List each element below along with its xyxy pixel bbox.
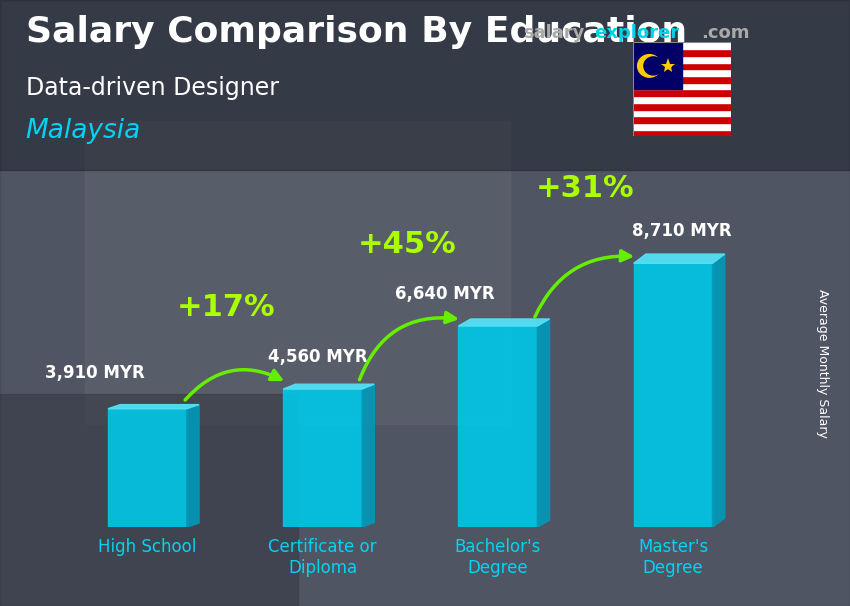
Bar <box>633 42 731 49</box>
Bar <box>633 110 731 116</box>
Bar <box>633 82 731 89</box>
Bar <box>633 130 731 136</box>
Text: Data-driven Designer: Data-driven Designer <box>26 76 279 100</box>
Polygon shape <box>108 408 187 527</box>
Bar <box>633 69 731 76</box>
Bar <box>85 121 510 424</box>
Polygon shape <box>458 326 537 527</box>
Polygon shape <box>283 389 362 527</box>
Polygon shape <box>283 384 374 389</box>
Bar <box>633 116 731 123</box>
Text: salary: salary <box>523 24 584 42</box>
Bar <box>633 76 731 82</box>
Bar <box>0 0 850 170</box>
Bar <box>633 103 731 110</box>
Bar <box>633 96 731 103</box>
Polygon shape <box>644 57 662 75</box>
Text: +31%: +31% <box>536 175 635 204</box>
Polygon shape <box>638 55 660 77</box>
Text: Malaysia: Malaysia <box>26 118 141 144</box>
Polygon shape <box>633 254 725 263</box>
Text: 6,640 MYR: 6,640 MYR <box>395 285 495 302</box>
Polygon shape <box>108 405 199 408</box>
Polygon shape <box>362 384 374 527</box>
Text: +17%: +17% <box>177 293 275 322</box>
Bar <box>633 42 682 89</box>
Text: 4,560 MYR: 4,560 MYR <box>268 348 367 365</box>
Text: 3,910 MYR: 3,910 MYR <box>45 364 144 382</box>
Polygon shape <box>187 405 199 527</box>
Text: Average Monthly Salary: Average Monthly Salary <box>816 289 829 438</box>
Text: 8,710 MYR: 8,710 MYR <box>632 222 732 240</box>
Text: explorer: explorer <box>594 24 679 42</box>
Bar <box>633 89 731 96</box>
Polygon shape <box>633 263 712 527</box>
Bar <box>633 56 731 62</box>
Polygon shape <box>458 319 550 326</box>
Text: +45%: +45% <box>357 230 456 259</box>
Bar <box>633 123 731 130</box>
Bar <box>633 62 731 69</box>
Polygon shape <box>712 254 725 527</box>
Bar <box>0 394 298 606</box>
Text: .com: .com <box>701 24 750 42</box>
Polygon shape <box>537 319 550 527</box>
Bar <box>633 49 731 56</box>
Text: Salary Comparison By Education: Salary Comparison By Education <box>26 15 687 49</box>
